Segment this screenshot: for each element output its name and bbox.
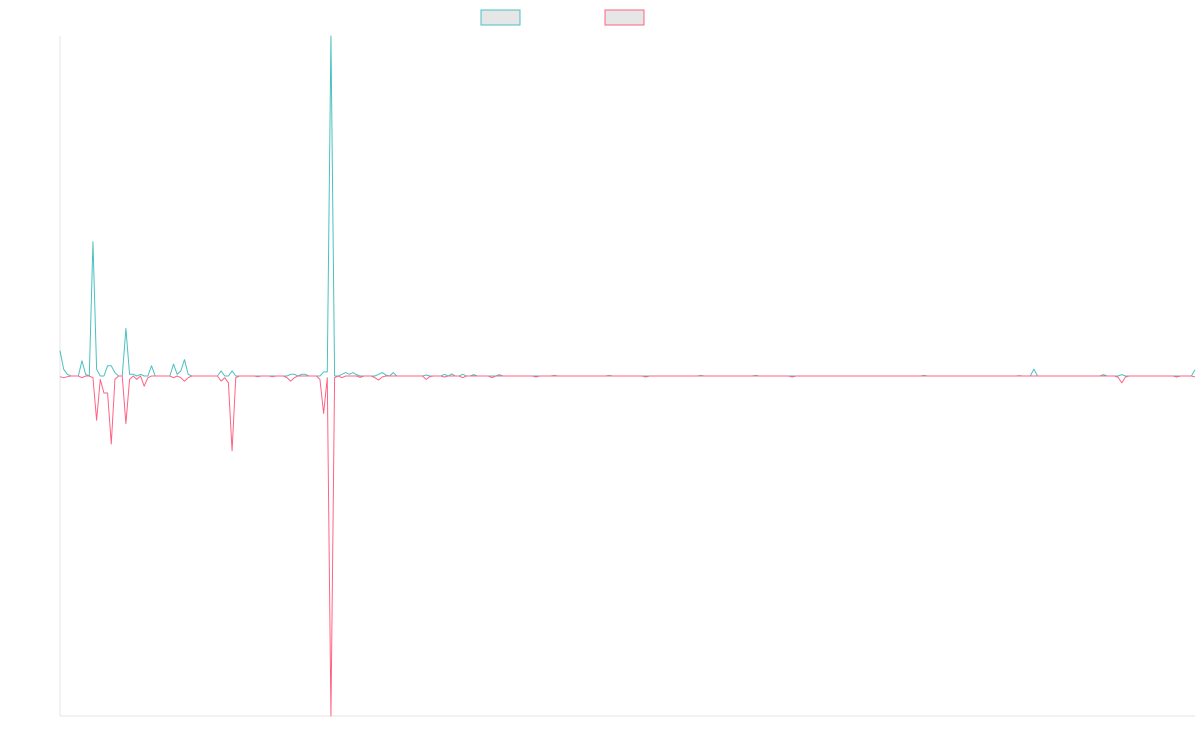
legend-swatch-2 (604, 9, 645, 26)
legend (480, 9, 645, 26)
series-1 (59, 35, 1196, 377)
series-group (59, 35, 1196, 717)
series-2-line (59, 375, 1196, 717)
series-2 (59, 375, 1196, 717)
axes (59, 36, 1195, 717)
series-1-line (59, 35, 1196, 377)
legend-swatch-1 (480, 9, 521, 26)
